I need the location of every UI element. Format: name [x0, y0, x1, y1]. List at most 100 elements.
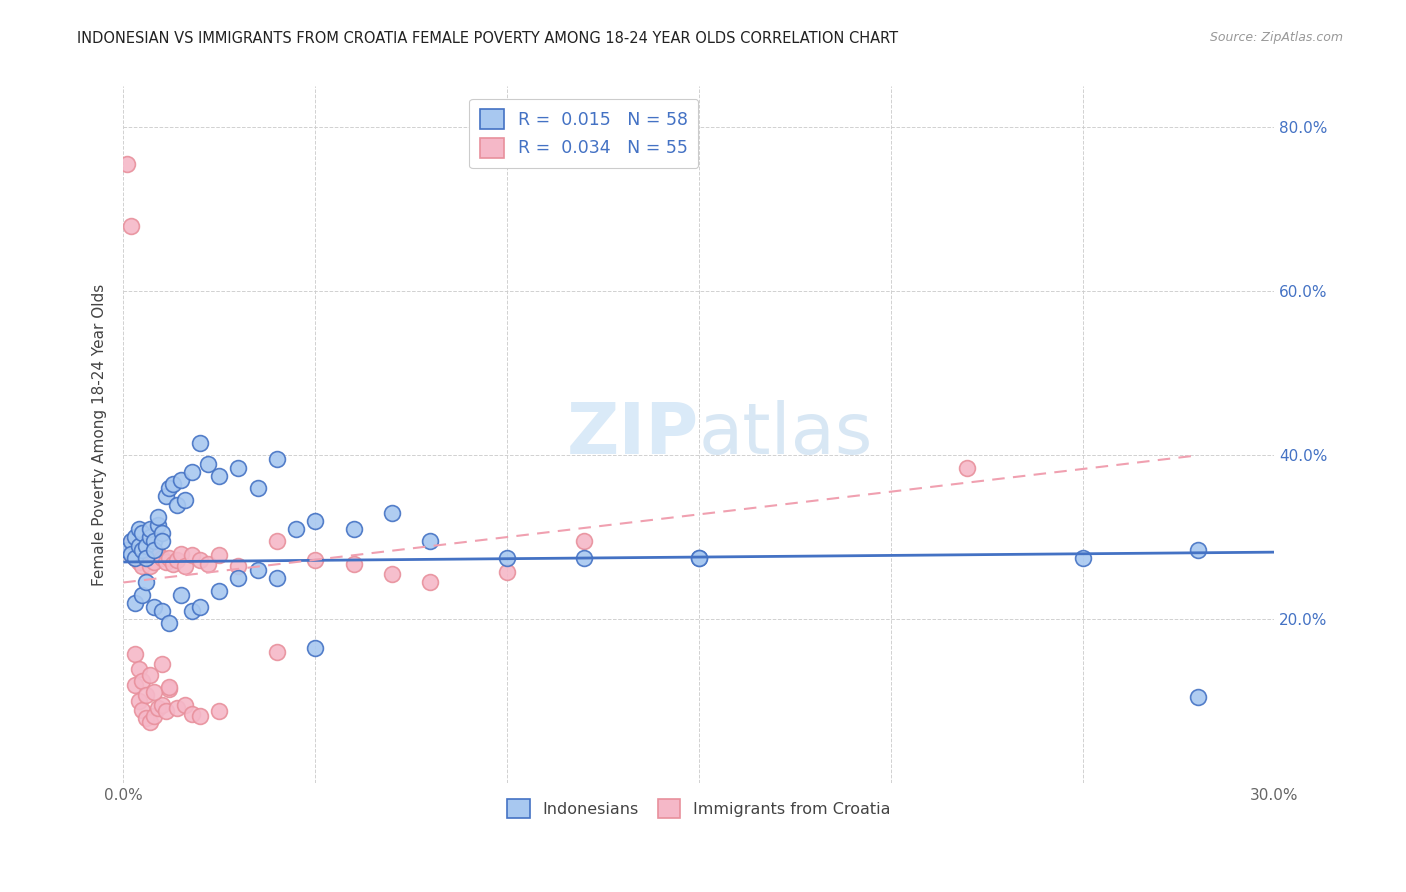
- Point: [166, 553, 188, 567]
- Point: [170, 588, 193, 602]
- Point: [173, 493, 195, 508]
- Point: [197, 457, 219, 471]
- Point: [128, 539, 150, 553]
- Point: [115, 539, 138, 553]
- Point: [228, 559, 250, 574]
- Point: [208, 583, 231, 598]
- Point: [124, 596, 146, 610]
- Point: [688, 550, 710, 565]
- Point: [208, 549, 231, 563]
- Point: [181, 549, 204, 563]
- Point: [139, 668, 162, 682]
- Point: [131, 673, 153, 688]
- Legend: Indonesians, Immigrants from Croatia: Indonesians, Immigrants from Croatia: [501, 793, 897, 824]
- Point: [173, 698, 195, 713]
- Point: [188, 600, 211, 615]
- Point: [124, 530, 146, 544]
- Point: [572, 534, 595, 549]
- Point: [135, 688, 157, 702]
- Point: [208, 468, 231, 483]
- Point: [135, 575, 157, 590]
- Point: [266, 534, 288, 549]
- Point: [157, 550, 180, 565]
- Text: ZIP: ZIP: [567, 401, 699, 469]
- Point: [496, 550, 519, 565]
- Point: [188, 709, 211, 723]
- Point: [115, 542, 138, 557]
- Point: [120, 534, 142, 549]
- Point: [188, 436, 211, 450]
- Point: [124, 678, 146, 692]
- Point: [143, 534, 166, 549]
- Point: [1187, 690, 1209, 705]
- Point: [246, 481, 269, 495]
- Point: [120, 219, 142, 233]
- Text: INDONESIAN VS IMMIGRANTS FROM CROATIA FEMALE POVERTY AMONG 18-24 YEAR OLDS CORRE: INDONESIAN VS IMMIGRANTS FROM CROATIA FE…: [77, 31, 898, 46]
- Point: [143, 542, 166, 557]
- Point: [157, 616, 180, 631]
- Point: [143, 600, 166, 615]
- Point: [181, 706, 204, 721]
- Point: [246, 563, 269, 577]
- Point: [1187, 542, 1209, 557]
- Point: [266, 645, 288, 659]
- Point: [139, 522, 162, 536]
- Point: [150, 657, 173, 672]
- Point: [170, 547, 193, 561]
- Point: [135, 547, 157, 561]
- Point: [181, 604, 204, 618]
- Point: [166, 701, 188, 715]
- Point: [419, 534, 441, 549]
- Point: [228, 460, 250, 475]
- Point: [381, 506, 404, 520]
- Point: [124, 647, 146, 661]
- Point: [128, 555, 150, 569]
- Point: [150, 526, 173, 541]
- Point: [146, 701, 169, 715]
- Point: [381, 567, 404, 582]
- Point: [304, 514, 326, 528]
- Point: [1071, 550, 1094, 565]
- Point: [157, 481, 180, 495]
- Point: [155, 704, 177, 718]
- Point: [131, 559, 153, 574]
- Point: [155, 489, 177, 503]
- Point: [128, 662, 150, 676]
- Point: [120, 547, 142, 561]
- Text: Source: ZipAtlas.com: Source: ZipAtlas.com: [1209, 31, 1343, 45]
- Point: [572, 550, 595, 565]
- Point: [131, 526, 153, 541]
- Point: [139, 714, 162, 729]
- Point: [150, 550, 173, 565]
- Point: [419, 575, 441, 590]
- Point: [146, 509, 169, 524]
- Point: [304, 641, 326, 656]
- Point: [124, 550, 146, 565]
- Point: [143, 684, 166, 698]
- Point: [150, 698, 173, 713]
- Point: [266, 571, 288, 585]
- Point: [143, 555, 166, 569]
- Point: [266, 452, 288, 467]
- Point: [143, 709, 166, 723]
- Point: [688, 550, 710, 565]
- Point: [342, 522, 364, 536]
- Point: [956, 460, 979, 475]
- Point: [157, 682, 180, 697]
- Point: [155, 555, 177, 569]
- Point: [162, 477, 184, 491]
- Point: [304, 553, 326, 567]
- Point: [120, 547, 142, 561]
- Point: [170, 473, 193, 487]
- Point: [166, 498, 188, 512]
- Point: [146, 547, 169, 561]
- Point: [139, 530, 162, 544]
- Y-axis label: Female Poverty Among 18-24 Year Olds: Female Poverty Among 18-24 Year Olds: [93, 284, 107, 586]
- Point: [131, 542, 153, 557]
- Point: [115, 157, 138, 171]
- Point: [131, 702, 153, 716]
- Point: [124, 550, 146, 565]
- Point: [135, 711, 157, 725]
- Point: [181, 465, 204, 479]
- Point: [188, 553, 211, 567]
